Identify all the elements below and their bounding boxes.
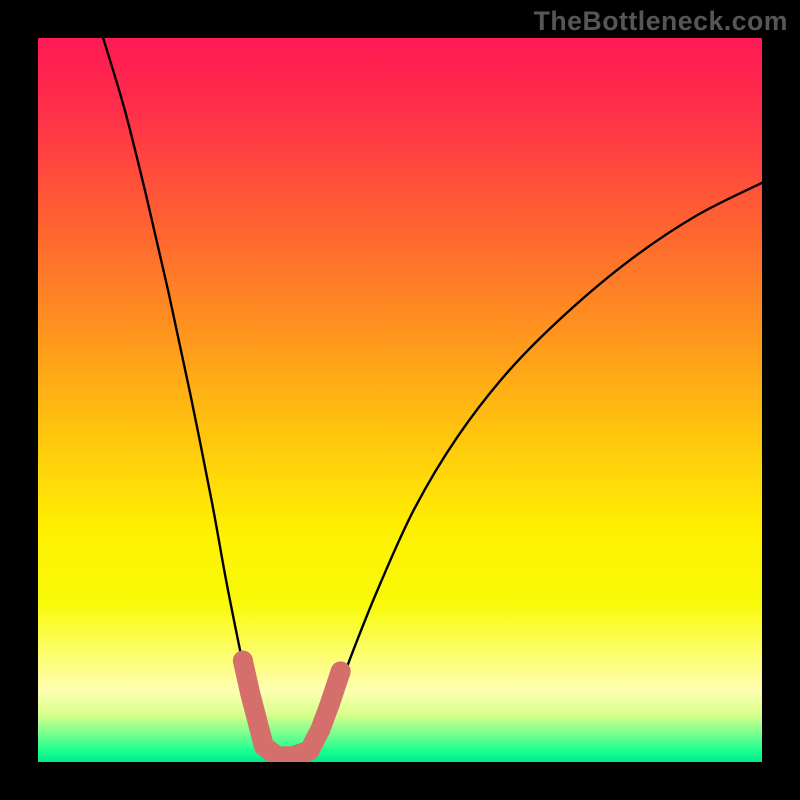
chart-svg [0,0,800,800]
watermark-text: TheBottleneck.com [534,6,788,37]
chart-frame: TheBottleneck.com [0,0,800,800]
